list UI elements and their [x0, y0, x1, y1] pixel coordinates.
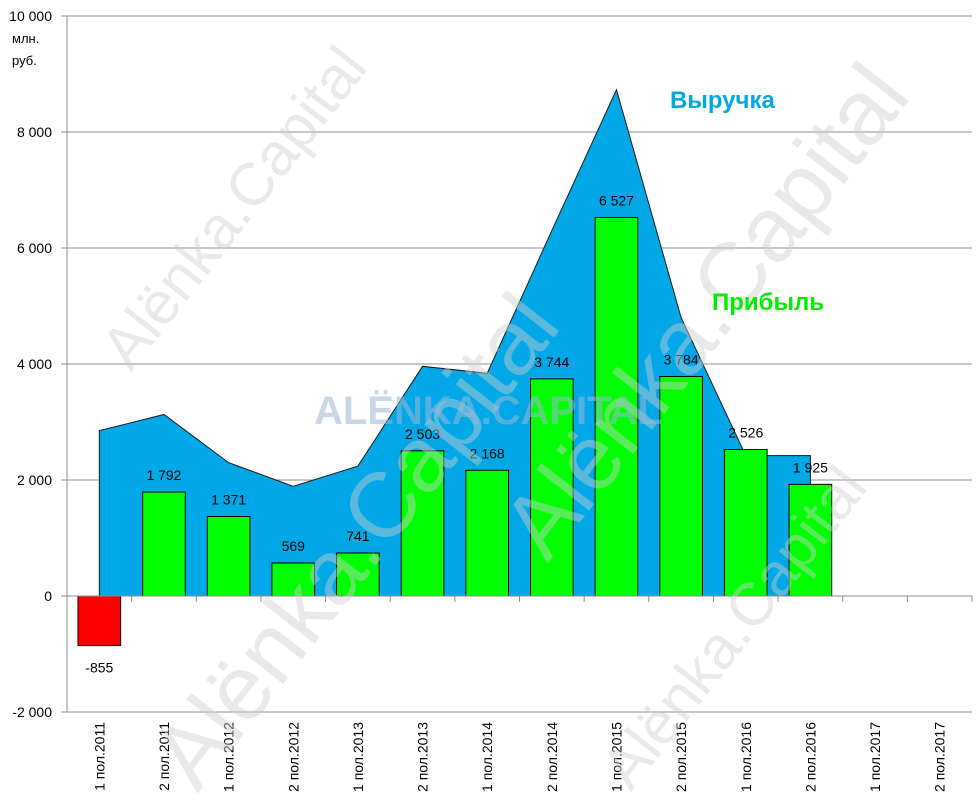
x-tick-label: 2 пол.2016 — [802, 722, 818, 792]
profit-bar — [788, 483, 833, 597]
data-label: 2 526 — [728, 424, 763, 440]
x-tick-label: 1 пол.2014 — [479, 722, 495, 792]
x-tick-label: 1 пол.2017 — [867, 722, 883, 792]
data-label: 1 925 — [793, 459, 828, 475]
x-tick-label: 1 пол.2015 — [608, 722, 624, 792]
data-label: 569 — [282, 538, 306, 554]
revenue-series-label: Выручка — [670, 87, 775, 114]
profit-bar — [206, 515, 251, 597]
profit-bar — [659, 376, 703, 597]
data-label: 741 — [346, 528, 370, 544]
x-tick-label: 1 пол.2012 — [221, 722, 237, 792]
y-tick-label: 10 000 — [9, 8, 52, 24]
x-tick-label: 2 пол.2017 — [932, 722, 948, 792]
data-labels: -855 1 792 1 371 569 741 2 503 2 168 3 744 6 527… — [85, 192, 828, 675]
watermark: Alënka.CapitalAlënka.CapitalAlënka.Capit… — [88, 34, 928, 806]
data-label: -855 — [85, 660, 113, 676]
data-label: 6 527 — [599, 192, 634, 208]
y-tick-label: 2 000 — [17, 472, 52, 488]
profit-bar — [529, 378, 574, 597]
profit-bar — [142, 491, 186, 597]
x-tick-label: 2 пол.2013 — [415, 722, 431, 792]
y-axis-unit-label: млн. руб. — [12, 31, 40, 68]
x-tick-label: 2 пол.2012 — [285, 722, 301, 792]
profit-series-label: Прибыль — [712, 289, 824, 316]
x-tick-label: 1 пол.2013 — [350, 722, 366, 792]
profit-bar — [336, 552, 380, 597]
y-tick-label: 0 — [44, 588, 52, 604]
x-tick-label: 2 пол.2014 — [544, 722, 560, 792]
x-tick-label: 1 пол.2016 — [738, 722, 754, 792]
x-tick-label: 2 пол.2015 — [673, 722, 689, 792]
axes — [61, 15, 973, 713]
y-tick-labels: -2 000 0 2 000 4 000 6 000 8 000 10 000 — [9, 8, 52, 720]
y-tick-label: 6 000 — [17, 240, 52, 256]
data-label: 3 784 — [664, 352, 699, 368]
y-tick-label: 4 000 — [17, 356, 52, 372]
x-tick-label: 1 пол.2011 — [91, 722, 107, 791]
x-tick-label: 2 пол.2011 — [156, 722, 172, 791]
profit-bar — [77, 595, 122, 647]
data-label: 1 371 — [211, 491, 246, 507]
x-tick-labels: 1 пол.2011 2 пол.2011 1 пол.2012 2 пол.2012… — [91, 722, 947, 792]
y-tick-label: -2 000 — [12, 704, 52, 720]
watermark-center-text: ALËNKA.CAPITAL — [314, 389, 662, 433]
data-label: 2 168 — [470, 445, 505, 461]
data-label: 3 744 — [534, 354, 569, 370]
data-label: 2 503 — [405, 426, 440, 442]
profit-bar — [723, 448, 768, 597]
data-label: 1 792 — [146, 467, 181, 483]
profit-bar-layer — [77, 216, 833, 647]
y-tick-label: 8 000 — [17, 124, 52, 140]
watermark-text: Alënka.Capital — [88, 34, 379, 380]
profit-bar — [594, 216, 639, 597]
